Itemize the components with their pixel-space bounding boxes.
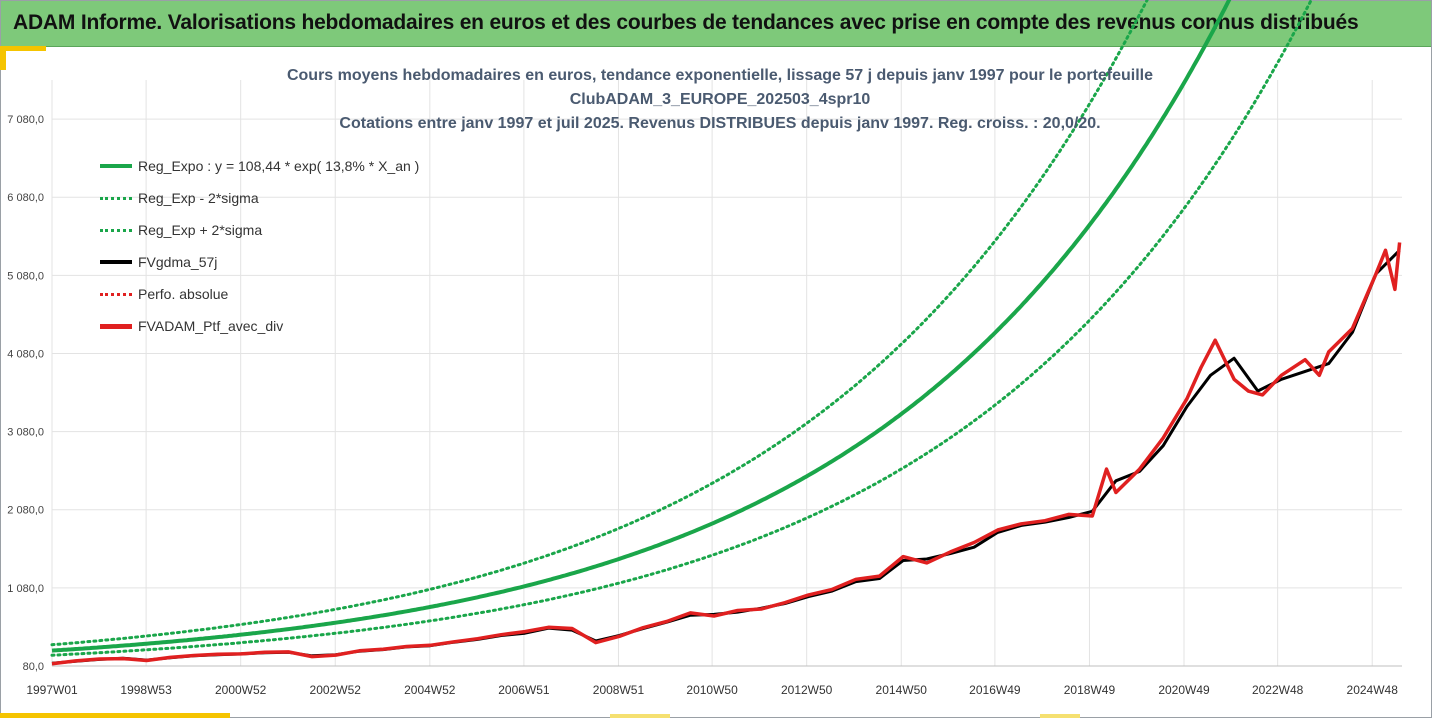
legend-swatch-fvgdma (100, 260, 132, 264)
chart-series (50, 0, 1402, 666)
legend-label-fvgdma: FVgdma_57j (138, 254, 218, 270)
x-tick-label: 1998W53 (120, 683, 172, 697)
y-tick-label: 1 080,0 (7, 583, 44, 595)
chart-title: Cours moyens hebdomadaires en euros, ten… (180, 64, 1260, 136)
accent-bar-bottom-center (610, 714, 670, 718)
chart-gridlines (51, 80, 1402, 667)
y-tick-label: 7 080,0 (7, 114, 44, 126)
x-tick-label: 2000W52 (215, 683, 267, 697)
legend-item-regression: Reg_Expo : y = 108,44 * exp( 13,8% * X_a… (100, 150, 430, 182)
accent-bar-bottom-right (1040, 714, 1080, 718)
y-tick-label: 80,0 (23, 661, 44, 673)
legend-swatch-upper-band (100, 228, 132, 232)
legend-label-fvadam: FVADAM_Ptf_avec_div (138, 318, 284, 334)
y-tick-label: 2 080,0 (7, 505, 44, 517)
series-regression-line (51, 0, 1232, 653)
series-upper-band-line (50, 0, 1149, 647)
legend-label-perfo-absolue: Perfo. absolue (138, 286, 229, 302)
legend-swatch-perfo-absolue (100, 292, 132, 296)
y-tick-label: 5 080,0 (7, 270, 44, 282)
legend-item-upper-band: Reg_Exp + 2*sigma (100, 214, 430, 246)
chart-title-line-1: Cours moyens hebdomadaires en euros, ten… (286, 67, 1154, 84)
series-lower-band-line (50, 0, 1313, 657)
chart-title-line-2: ClubADAM_3_EUROPE_202503_4spr10 (569, 91, 871, 108)
accent-bar-left (0, 46, 6, 70)
legend-swatch-regression (100, 164, 132, 168)
x-axis-ticks: 1997W01 1998W53 2000W52 2002W52 2004W52 2006W… (26, 683, 1398, 697)
x-tick-label: 2024W48 (1347, 683, 1399, 697)
x-tick-label: 2014W50 (876, 683, 928, 697)
series-perfo-absolue-line (51, 242, 1401, 665)
x-tick-label: 2012W50 (781, 683, 833, 697)
x-tick-label: 2008W51 (593, 683, 645, 697)
x-tick-label: 2010W50 (686, 683, 738, 697)
chart-title-line-3: Cotations entre janv 1997 et juil 2025. … (339, 115, 1101, 132)
legend-swatch-lower-band (100, 196, 132, 200)
accent-bar-top (6, 46, 46, 51)
x-tick-label: 2006W51 (498, 683, 550, 697)
x-tick-label: 2016W49 (969, 683, 1021, 697)
x-tick-label: 2020W49 (1158, 683, 1210, 697)
x-tick-label: 1997W01 (26, 683, 78, 697)
accent-bar-bottom (0, 713, 230, 718)
y-axis-ticks: 80,0 1 080,0 2 080,0 3 080,0 4 080,0 5 080,0 6… (7, 114, 44, 673)
chart-legend: Reg_Expo : y = 108,44 * exp( 13,8% * X_a… (100, 150, 430, 342)
y-tick-label: 3 080,0 (7, 427, 44, 439)
legend-item-fvadam: FVADAM_Ptf_avec_div (100, 310, 430, 342)
legend-label-upper-band: Reg_Exp + 2*sigma (138, 222, 263, 238)
y-tick-label: 6 080,0 (7, 192, 44, 204)
legend-label-regression: Reg_Expo : y = 108,44 * exp( 13,8% * X_a… (138, 158, 420, 174)
legend-label-lower-band: Reg_Exp - 2*sigma (138, 190, 259, 206)
legend-swatch-fvadam (100, 323, 132, 329)
page-title: ADAM Informe. Valorisations hebdomadaire… (13, 11, 1359, 34)
legend-item-perfo-absolue: Perfo. absolue (100, 278, 430, 310)
y-tick-label: 4 080,0 (7, 348, 44, 360)
legend-item-fvgdma: FVgdma_57j (100, 246, 430, 278)
x-tick-label: 2018W49 (1064, 683, 1116, 697)
x-tick-label: 2002W52 (310, 683, 362, 697)
page-header: ADAM Informe. Valorisations hebdomadaire… (1, 1, 1431, 47)
x-tick-label: 2022W48 (1252, 683, 1304, 697)
x-tick-label: 2004W52 (404, 683, 456, 697)
legend-item-lower-band: Reg_Exp - 2*sigma (100, 182, 430, 214)
